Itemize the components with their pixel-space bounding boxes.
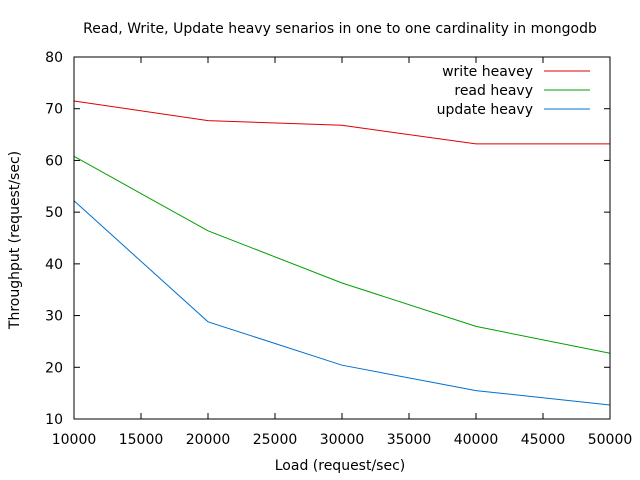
- y-tick-label: 70: [45, 102, 63, 118]
- x-tick-label: 40000: [454, 432, 499, 448]
- y-tick-label: 20: [45, 360, 63, 376]
- legend-label: read heavy: [454, 83, 533, 99]
- legend-label: write heavey: [442, 64, 533, 80]
- legend-label: update heavy: [437, 102, 533, 118]
- x-tick-label: 45000: [521, 432, 566, 448]
- chart-title: Read, Write, Update heavy senarios in on…: [83, 21, 597, 37]
- y-tick-label: 30: [45, 309, 63, 325]
- series-lines: [73, 100, 611, 406]
- x-tick-label: 25000: [253, 432, 298, 448]
- x-tick-label: 30000: [320, 432, 365, 448]
- series-line-2: [73, 200, 611, 406]
- y-tick-label: 50: [45, 205, 63, 221]
- x-tick-label: 15000: [119, 432, 164, 448]
- axis-ticks: 10000 15000 20000 25000 30000 35000 40000 45000…: [45, 50, 632, 448]
- x-axis-label: Load (request/sec): [275, 458, 406, 474]
- plot-frame: [73, 56, 611, 420]
- x-tick-label: 20000: [186, 432, 231, 448]
- y-tick-label: 60: [45, 153, 63, 169]
- y-tick-label: 40: [45, 257, 63, 273]
- series-line-0: [73, 100, 610, 145]
- series-line-1: [73, 155, 611, 354]
- y-axis-label: Throughput (request/sec): [7, 151, 23, 330]
- x-tick-label: 50000: [588, 432, 633, 448]
- x-tick-label: 10000: [52, 432, 97, 448]
- y-tick-label: 10: [45, 412, 63, 428]
- legend: write heavey read heavy update heavy: [437, 64, 590, 118]
- y-tick-label: 80: [45, 50, 63, 66]
- x-tick-label: 35000: [387, 432, 432, 448]
